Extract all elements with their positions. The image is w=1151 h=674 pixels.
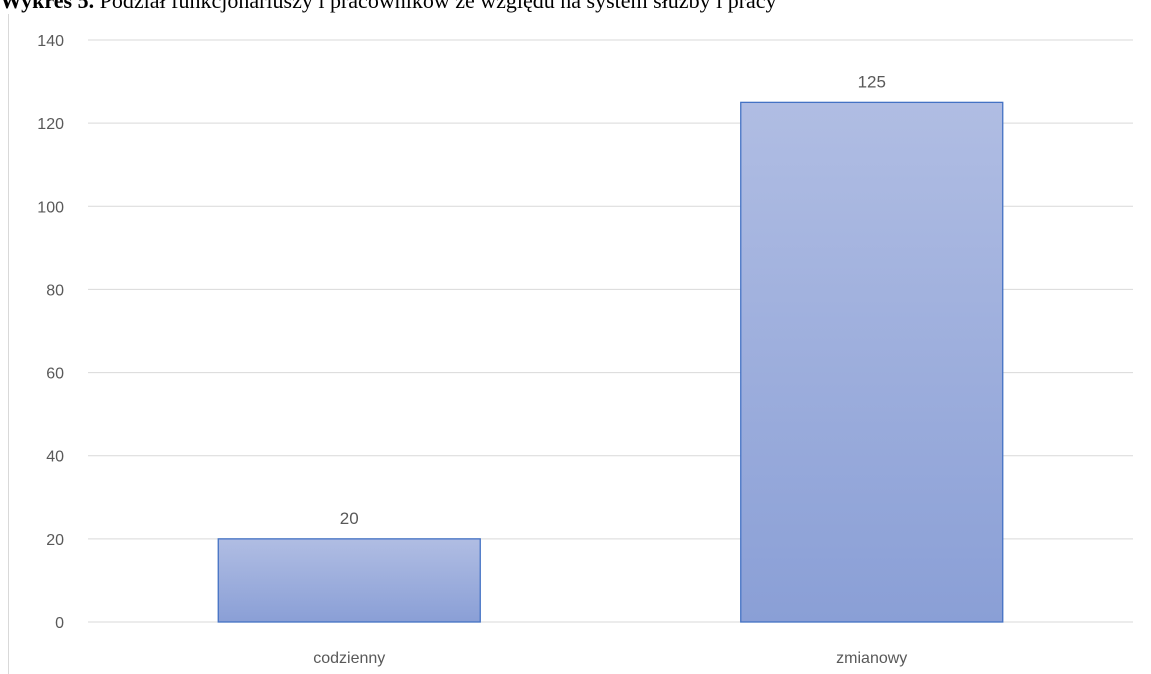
y-tick-label: 80 (46, 282, 64, 299)
y-tick-label: 0 (55, 615, 64, 632)
y-tick-label: 100 (37, 199, 64, 216)
y-tick-label: 140 (37, 33, 64, 50)
chart-title-text: Podział funkcjonariuszy i pracowników ze… (94, 0, 777, 13)
x-category-label-zmianowy: zmianowy (836, 650, 907, 667)
chart-frame-left-border (8, 14, 9, 674)
bars (217, 101, 1004, 623)
data-labels: 20 125 (340, 72, 886, 527)
bar-codzienny (217, 538, 481, 623)
x-category-label-codzienny: codzienny (313, 650, 385, 667)
data-label-codzienny: 20 (340, 509, 359, 528)
y-tick-label: 60 (46, 366, 64, 383)
y-tick-label: 40 (46, 449, 64, 466)
y-tick-label: 20 (46, 532, 64, 549)
chart-title: Wykres 5. Podział funkcjonariuszy i prac… (0, 0, 1151, 16)
x-axis-category-labels: codzienny zmianowy (313, 650, 907, 667)
y-tick-label: 120 (37, 116, 64, 133)
bar-zmianowy (740, 101, 1004, 623)
data-label-zmianowy: 125 (858, 72, 886, 91)
y-axis-tick-labels: 0 20 40 60 80 100 120 140 (37, 33, 64, 632)
chart-title-prefix: Wykres 5. (0, 0, 95, 13)
